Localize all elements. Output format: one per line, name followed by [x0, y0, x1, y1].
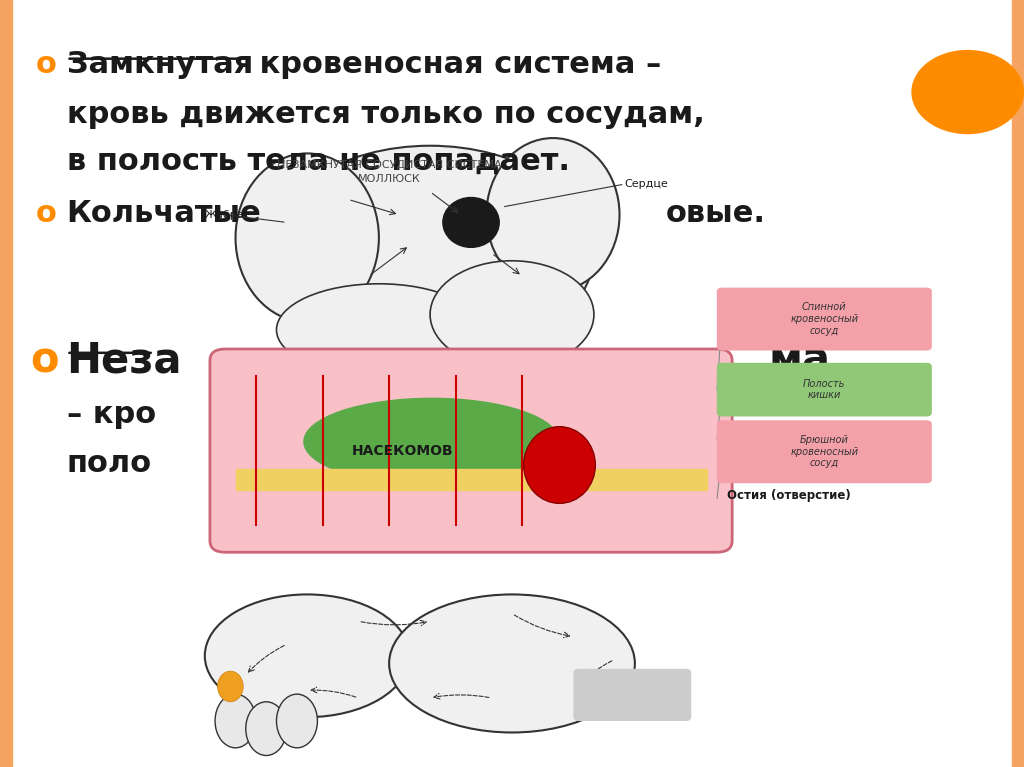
FancyBboxPatch shape	[210, 349, 732, 552]
Text: Брюшной
кровеносный
сосуд: Брюшной кровеносный сосуд	[791, 435, 858, 469]
Bar	[0, 0, 12, 767]
Ellipse shape	[276, 284, 481, 376]
Bar	[236, 469, 707, 490]
Text: Спинной
кровеносный
сосуд: Спинной кровеносный сосуд	[791, 302, 858, 336]
Text: Жабра: Жабра	[205, 209, 245, 220]
Ellipse shape	[215, 694, 256, 748]
Text: Остия (отверстие): Остия (отверстие)	[727, 489, 851, 502]
Ellipse shape	[217, 671, 244, 702]
Point	[250, 521, 262, 530]
Text: ма: ма	[768, 339, 830, 381]
Text: Замкнутая: Замкнутая	[67, 50, 253, 79]
Ellipse shape	[523, 426, 595, 503]
Point	[383, 521, 395, 530]
Ellipse shape	[304, 398, 559, 485]
Text: o: o	[36, 199, 56, 229]
Ellipse shape	[276, 694, 317, 748]
Ellipse shape	[430, 261, 594, 368]
Ellipse shape	[236, 153, 379, 322]
Text: Сердце: Сердце	[625, 179, 669, 189]
Ellipse shape	[442, 197, 500, 247]
Text: в полость тела не попадает.: в полость тела не попадает.	[67, 147, 569, 176]
Text: Сердце: Сердце	[727, 460, 771, 470]
Point	[250, 371, 262, 380]
Text: МОЛЛЮСК: МОЛЛЮСК	[357, 174, 421, 184]
Text: кровь движется только по сосудам,: кровь движется только по сосудам,	[67, 100, 705, 129]
Circle shape	[911, 50, 1024, 134]
Text: Кольчатые: Кольчатые	[67, 199, 261, 229]
Text: o: o	[31, 339, 59, 381]
Point	[516, 521, 528, 530]
Text: Полость
кишки: Полость кишки	[803, 379, 846, 400]
FancyBboxPatch shape	[717, 420, 932, 483]
Point	[516, 371, 528, 380]
Bar	[1012, 0, 1024, 767]
Text: овые.: овые.	[666, 199, 766, 229]
Ellipse shape	[486, 138, 620, 291]
Ellipse shape	[246, 702, 287, 755]
Point	[383, 371, 395, 380]
Point	[450, 371, 462, 380]
Text: Неза: Неза	[67, 339, 182, 381]
Ellipse shape	[266, 146, 594, 360]
Text: кровеносная система –: кровеносная система –	[249, 50, 662, 79]
Text: НЕЗАМКНУТАЯ СОСУДИСТАЯ СИСТЕМА: НЕЗАМКНУТАЯ СОСУДИСТАЯ СИСТЕМА	[276, 160, 502, 170]
FancyBboxPatch shape	[573, 669, 691, 721]
FancyBboxPatch shape	[717, 363, 932, 416]
Text: – кро: – кро	[67, 400, 156, 430]
Text: поло: поло	[67, 449, 152, 478]
Ellipse shape	[205, 594, 410, 717]
Point	[450, 521, 462, 530]
Point	[316, 371, 329, 380]
Ellipse shape	[389, 594, 635, 732]
Text: НАСЕКОМОВ: НАСЕКОМОВ	[351, 443, 453, 458]
Point	[316, 521, 329, 530]
FancyBboxPatch shape	[717, 288, 932, 351]
Text: o: o	[36, 50, 56, 79]
